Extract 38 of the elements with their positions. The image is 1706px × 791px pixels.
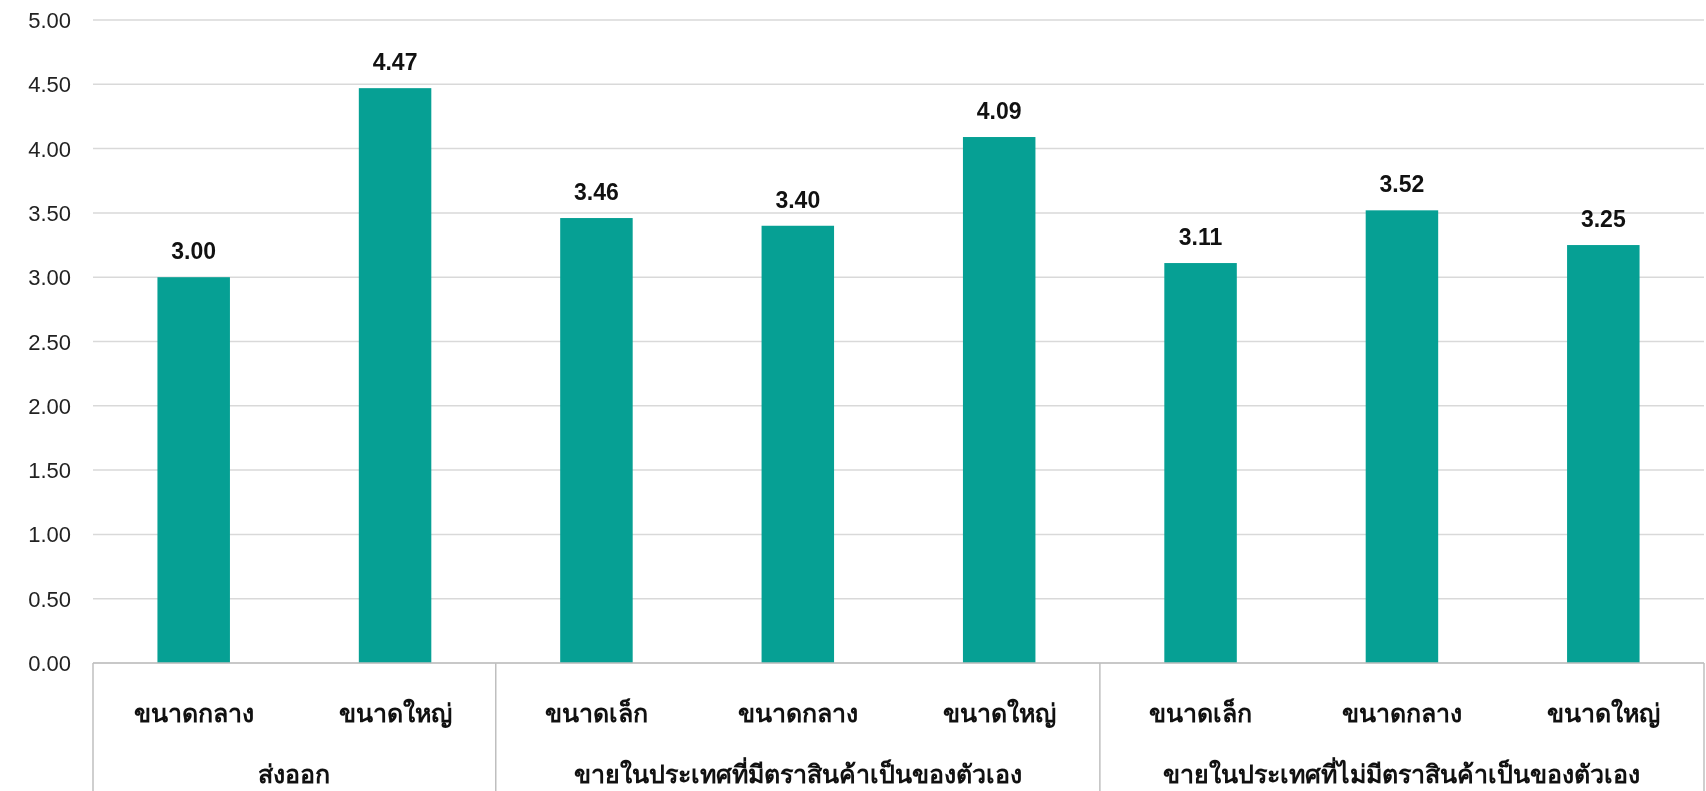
y-tick-label: 4.50 <box>28 72 71 98</box>
y-tick-label: 0.50 <box>28 586 71 612</box>
x-tick-label: ขนาดเล็ก <box>544 698 648 727</box>
data-label: 4.09 <box>976 98 1022 125</box>
x-tick-label: ขนาดกลาง <box>133 699 254 727</box>
data-label: 3.11 <box>1178 224 1223 251</box>
bar <box>560 218 633 663</box>
bar <box>358 88 432 663</box>
y-tick-label: 2.00 <box>28 393 71 419</box>
y-tick-label: 4.00 <box>28 136 71 162</box>
bar <box>761 225 835 663</box>
bar <box>1164 263 1237 663</box>
data-label: 3.52 <box>1379 171 1425 198</box>
x-tick-label: ขนาดใหญ่ <box>942 698 1056 728</box>
bar <box>157 277 230 663</box>
x-tick-label: ขนาดกลาง <box>1341 699 1462 727</box>
data-label: 3.00 <box>171 238 217 265</box>
y-tick-label: 3.00 <box>28 265 71 291</box>
data-label: 4.47 <box>372 49 418 76</box>
data-label: 3.40 <box>775 186 821 213</box>
y-tick-label: 0.00 <box>28 651 71 676</box>
y-tick-label: 2.50 <box>28 329 71 355</box>
y-tick-label: 1.50 <box>28 458 71 484</box>
x-tick-label: ขนาดเล็ก <box>1149 698 1253 727</box>
text: ขายในประเทศที่มีตราสินค้าเป็นของตัวเอง <box>573 757 1022 788</box>
bar <box>1567 245 1640 663</box>
text: ส่งออก <box>258 760 331 788</box>
x-tick-label: ขนาดใหญ่ <box>1546 698 1660 728</box>
x-tick-label: ขนาดใหญ่ <box>338 698 452 728</box>
y-tick-label: 5.00 <box>28 8 71 33</box>
x-tick-label: ขนาดกลาง <box>737 699 858 727</box>
bar <box>1365 210 1439 663</box>
y-tick-label: 3.50 <box>28 200 71 226</box>
data-label: 3.46 <box>574 179 619 206</box>
y-tick-label: 1.00 <box>28 522 71 548</box>
text: ขายในประเทศที่ไม่มีตราสินค้าเป็นของตัวเอง <box>1163 757 1641 788</box>
data-label: 3.25 <box>1580 206 1626 233</box>
bar <box>962 137 1036 663</box>
